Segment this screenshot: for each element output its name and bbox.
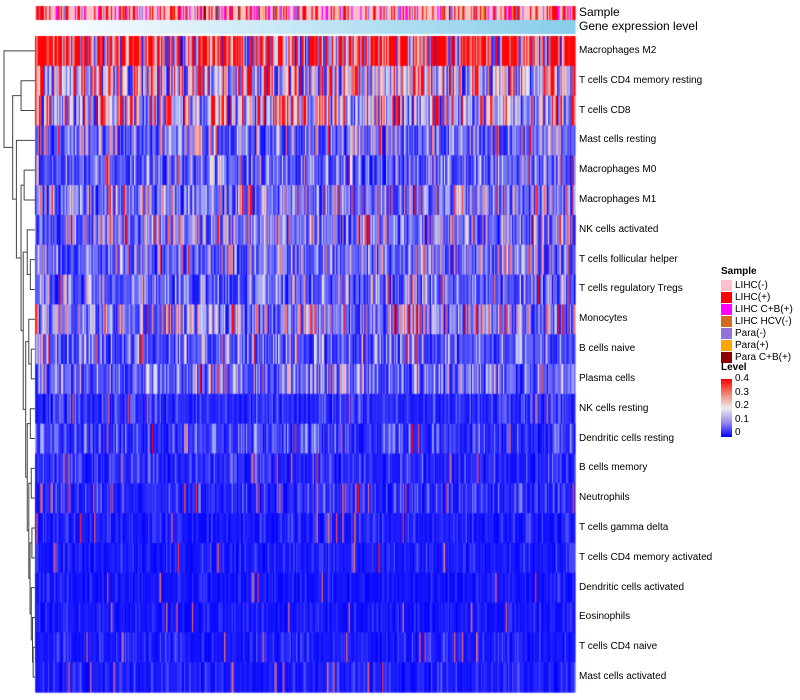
row-label: Macrophages M0 — [579, 164, 657, 176]
dendrogram-branch — [26, 229, 35, 276]
row-label: Monocytes — [579, 313, 628, 325]
sample-legend-item: Para(-) — [721, 327, 793, 339]
legend-label: LIHC HCV(-) — [735, 315, 792, 327]
row-dendrogram — [3, 50, 35, 678]
dendrogram-branch — [23, 169, 35, 201]
dendrogram-branch — [29, 259, 35, 290]
sample-legend-item: LIHC HCV(-) — [721, 315, 793, 327]
sample-annotation-label: Sample — [579, 5, 620, 19]
row-label: Macrophages M1 — [579, 194, 657, 205]
row-label: NK cells resting — [579, 402, 649, 414]
row-label: B cells naive — [579, 343, 636, 355]
row-label: Mast cells activated — [579, 671, 667, 683]
dendrogram-branch — [3, 50, 35, 148]
legend-swatch — [721, 303, 732, 315]
row-label: T cells CD4 naive — [579, 641, 658, 653]
row-label: T cells follicular helper — [579, 253, 678, 265]
legend-swatch — [721, 351, 732, 363]
row-label: Mast cells resting — [579, 134, 657, 146]
legend-label: Para C+B(+) — [735, 351, 792, 363]
row-label: T cells regulatory Tregs — [579, 283, 683, 295]
row-label: B cells memory — [579, 462, 648, 474]
level-colorbar — [721, 379, 732, 437]
legend-swatch — [721, 327, 732, 339]
legend-label: LIHC(+) — [735, 291, 771, 303]
legend-label: Para(+) — [735, 339, 769, 351]
row-label: Eosinophils — [579, 611, 631, 623]
dendrogram-branch — [20, 80, 35, 112]
level-tick-label: 0.3 — [735, 386, 749, 398]
level-legend: Level 0.4 0.3 0.2 0.1 0 — [721, 362, 765, 441]
dendrogram-branch — [30, 348, 35, 380]
row-label: Neutrophils — [579, 492, 630, 504]
row-label: T cells gamma delta — [579, 522, 669, 533]
row-label: T cells CD4 memory activated — [579, 551, 713, 563]
sample-legend-item: Para(+) — [721, 339, 793, 351]
dendrogram-branch — [28, 318, 35, 365]
row-label: T cells CD4 memory resting — [579, 74, 703, 86]
level-tick-label: 0.1 — [735, 413, 749, 425]
row-label: NK cells activated — [579, 223, 659, 235]
dendrogram-branch — [31, 527, 35, 559]
row-label: T cells CD8 — [579, 104, 631, 116]
row-label: Plasma cells — [579, 372, 636, 384]
gene-expression-annotation-label: Gene expression level — [579, 19, 698, 33]
legend-label: LIHC C+B(+) — [735, 303, 793, 315]
legend-label: Para(-) — [735, 327, 767, 339]
dendrogram-branch — [15, 139, 35, 259]
row-label: Dendritic cells resting — [579, 432, 675, 444]
row-label: Dendritic cells activated — [579, 581, 685, 593]
sample-legend-item: LIHC(-) — [721, 279, 793, 291]
legend-label: LIHC(-) — [735, 279, 768, 291]
dendrogram-branch — [32, 646, 35, 678]
heatmap-canvas — [0, 0, 580, 700]
legend-swatch — [721, 291, 732, 303]
level-tick-label: 0.2 — [735, 400, 749, 411]
level-legend-title: Level — [721, 362, 747, 373]
dendrogram-branch — [30, 467, 35, 499]
legend-swatch — [721, 315, 732, 327]
level-tick-label: 0 — [735, 427, 741, 438]
dendrogram-branch — [30, 587, 35, 641]
legend-swatch — [721, 279, 732, 291]
level-tick-label: 0.4 — [735, 373, 749, 384]
legend-swatch — [721, 339, 732, 351]
dendrogram-branch — [29, 408, 35, 440]
sample-legend-item: Para C+B(+) — [721, 351, 793, 363]
sample-legend: Sample LIHC(-) LIHC(+) LIHC C+B(+) LIHC HCV… — [721, 266, 793, 363]
sample-legend-item: LIHC C+B(+) — [721, 303, 793, 315]
dendrogram-branch — [32, 616, 35, 663]
sample-legend-item: LIHC(+) — [721, 291, 793, 303]
sample-legend-title: Sample — [721, 266, 757, 277]
row-label: Macrophages M2 — [579, 44, 657, 56]
